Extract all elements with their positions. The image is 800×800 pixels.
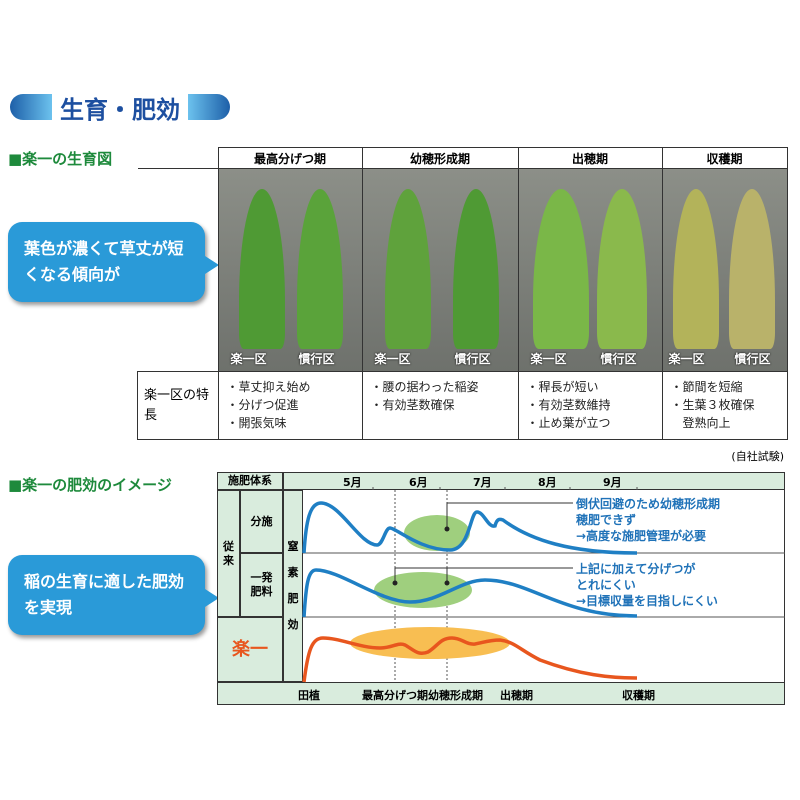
month-label: 8月: [538, 476, 557, 489]
stage-label: 最高分げつ期: [362, 689, 428, 702]
single-application-curve: [302, 568, 638, 618]
banner-right-decoration: [188, 94, 230, 120]
month-label: 5月: [343, 476, 362, 489]
stage-label: 田植: [298, 689, 320, 702]
fertilizer-callout: 稲の生育に適した肥効を実現: [8, 555, 219, 635]
green-zone: [374, 572, 472, 608]
section-heading-fertilizer: ■楽一の肥効のイメージ: [8, 476, 172, 494]
stage-header: 出穂期: [517, 147, 663, 169]
traits-cell: ・草丈抑え始め ・分げつ促進 ・開張気味: [217, 371, 363, 440]
photo-label: 楽一区: [668, 352, 705, 366]
rakuichi-curve: [302, 636, 638, 683]
banner-left-decoration: [10, 94, 52, 120]
month-label: 9月: [603, 476, 622, 489]
growth-photo: 楽一区 慣行区: [518, 169, 662, 371]
source-note: (自社試験): [731, 450, 784, 463]
note-single-application: 上記に加えて分げつが とれにくい →目標収量を目指しにくい: [576, 562, 718, 608]
orange-zone: [350, 627, 510, 659]
stage-label: 幼穂形成期: [428, 689, 483, 702]
month-label: 7月: [473, 476, 492, 489]
photo-label: 楽一区: [230, 352, 267, 366]
stage-header: 幼穂形成期: [361, 147, 519, 169]
traits-cell: ・節間を短縮 ・生葉３枚確保 登熟向上: [661, 371, 788, 440]
stage-axis: [217, 682, 785, 705]
month-header: [283, 472, 785, 490]
stage-label: 収穫期: [622, 689, 655, 702]
leader-line: [446, 502, 573, 529]
marker-dot: [444, 526, 450, 532]
photo-label: 慣行区: [298, 352, 335, 366]
marker-dot: [392, 580, 398, 586]
photo-label: 楽一区: [374, 352, 411, 366]
growth-photo: 楽一区 慣行区: [218, 169, 362, 371]
row-label: 分施: [240, 490, 283, 553]
growth-table: 最高分げつ期 幼穂形成期 出穂期 収穫期 楽一区 慣行区 楽一区 慣行区 楽一区 慣行…: [137, 147, 788, 440]
growth-photo: 楽一区 慣行区: [662, 169, 787, 371]
stage-header: 最高分げつ期: [217, 147, 363, 169]
group-label: 従来: [217, 490, 240, 617]
traits-cell: ・腰の据わった稲姿 ・有効茎数確保: [361, 371, 519, 440]
row-label-rakuichi: 楽一: [217, 617, 283, 682]
note-split-application: 倒伏回避のため幼穂形成期 穂肥できず →高度な施肥管理が必要: [576, 497, 721, 543]
photo-label: 慣行区: [454, 352, 491, 366]
photo-label: 慣行区: [734, 352, 771, 366]
photo-label: 楽一区: [530, 352, 567, 366]
split-application-curve: [302, 501, 638, 555]
marker-dot: [444, 580, 450, 586]
month-label: 6月: [409, 476, 428, 489]
fertilizer-callout-text: 稲の生育に適した肥効を実現: [24, 572, 185, 617]
traits-cell: ・稈長が短い ・有効茎数維持 ・止め葉が立つ: [517, 371, 663, 440]
y-axis-label: 窒素肥効: [283, 490, 303, 682]
photo-label: 慣行区: [600, 352, 637, 366]
row-label: 一発肥料: [240, 553, 283, 617]
leader-line: [394, 567, 573, 583]
title-banner: 生育・肥効: [10, 92, 230, 124]
page-title: 生育・肥効: [60, 95, 180, 124]
section-heading-growth: ■楽一の生育図: [8, 150, 113, 168]
stage-header: 収穫期: [661, 147, 788, 169]
traits-label: 楽一区の特長: [137, 371, 219, 440]
stage-label: 出穂期: [500, 689, 533, 702]
header-label: 施肥体系: [217, 472, 283, 490]
growth-photo: 楽一区 慣行区: [362, 169, 518, 371]
